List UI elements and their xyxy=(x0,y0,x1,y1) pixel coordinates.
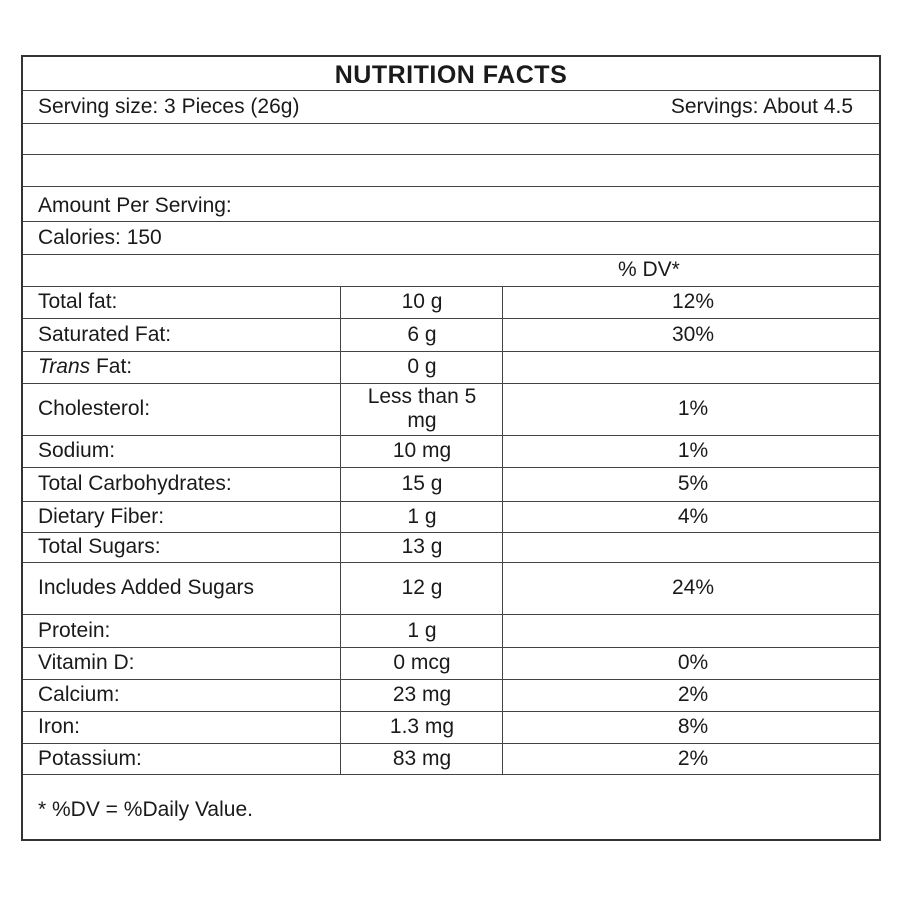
nutrient-dv: 1% xyxy=(677,439,709,462)
nutrient-amount: 23 mg xyxy=(392,683,452,706)
nutrient-dv: 2% xyxy=(677,683,709,706)
nutrient-name: Cholesterol: xyxy=(38,397,151,420)
amount-per-serving: Amount Per Serving: xyxy=(38,194,232,217)
nutrient-dv: 5% xyxy=(677,472,709,495)
divider xyxy=(23,221,879,222)
nutrient-dv: 8% xyxy=(677,715,709,738)
trans-italic: Trans xyxy=(38,355,91,378)
servings-per-container: Servings: About 4.5 xyxy=(670,95,853,118)
nutrient-amount: 1 g xyxy=(407,504,437,528)
label-title: NUTRITION FACTS xyxy=(334,61,568,89)
nutrient-name: Iron: xyxy=(38,715,81,738)
nutrient-dv xyxy=(505,351,881,383)
nutrient-name: Includes Added Sugars xyxy=(38,576,254,599)
divider xyxy=(23,286,879,287)
nutrient-amount: 1.3 mg xyxy=(389,715,455,738)
calories: Calories: 150 xyxy=(38,226,162,249)
nutrient-name: Calcium: xyxy=(38,683,120,706)
nutrient-name: Dietary Fiber: xyxy=(38,504,165,528)
nutrient-name: Saturated Fat: xyxy=(38,322,172,346)
divider xyxy=(23,186,879,187)
serving-size: Serving size: 3 Pieces (26g) xyxy=(38,95,300,118)
trans-rest: Fat: xyxy=(90,355,133,378)
nutrient-amount: 13 g xyxy=(401,535,443,558)
nutrient-amount: 83 mg xyxy=(392,746,452,770)
nutrient-dv: 2% xyxy=(677,746,709,770)
nutrient-name: Sodium: xyxy=(38,439,116,462)
nutrient-amount: 15 g xyxy=(401,472,443,495)
nutrient-name: Trans Fat: xyxy=(38,351,338,383)
nutrient-dv: 24% xyxy=(671,576,715,599)
divider xyxy=(23,254,879,255)
nutrient-name: Vitamin D: xyxy=(38,651,135,674)
nutrient-name: Total fat: xyxy=(38,290,118,313)
nutrient-dv: 30% xyxy=(671,322,715,346)
nutrition-facts-label: NUTRITION FACTS Serving size: 3 Pieces (… xyxy=(21,55,881,841)
dv-header: % DV* xyxy=(618,258,680,281)
nutrient-dv xyxy=(505,532,881,562)
nutrient-dv xyxy=(505,614,881,647)
divider xyxy=(23,90,879,91)
nutrient-amount: 0 g xyxy=(407,355,437,378)
column-divider xyxy=(340,286,341,774)
nutrient-amount: 10 mg xyxy=(392,439,452,462)
nutrient-dv: 12% xyxy=(671,290,715,313)
divider xyxy=(23,123,879,124)
nutrient-dv: 4% xyxy=(677,504,709,528)
nutrient-amount: 10 g xyxy=(401,290,443,313)
nutrient-amount: 6 g xyxy=(407,322,437,346)
column-divider xyxy=(502,286,503,774)
footnote: * %DV = %Daily Value. xyxy=(38,798,253,821)
nutrient-amount: 1 g xyxy=(407,618,437,642)
nutrient-amount: Less than 5 mg xyxy=(367,385,477,432)
nutrient-name: Total Sugars: xyxy=(38,535,161,558)
nutrient-name: Protein: xyxy=(38,618,111,642)
nutrient-amount: 12 g xyxy=(401,576,443,599)
divider xyxy=(23,154,879,155)
nutrient-amount: 0 mcg xyxy=(393,651,451,674)
nutrient-name: Potassium: xyxy=(38,746,142,770)
nutrient-dv: 0% xyxy=(677,651,709,674)
nutrient-dv: 1% xyxy=(677,397,709,420)
nutrient-name: Total Carbohydrates: xyxy=(38,472,232,495)
